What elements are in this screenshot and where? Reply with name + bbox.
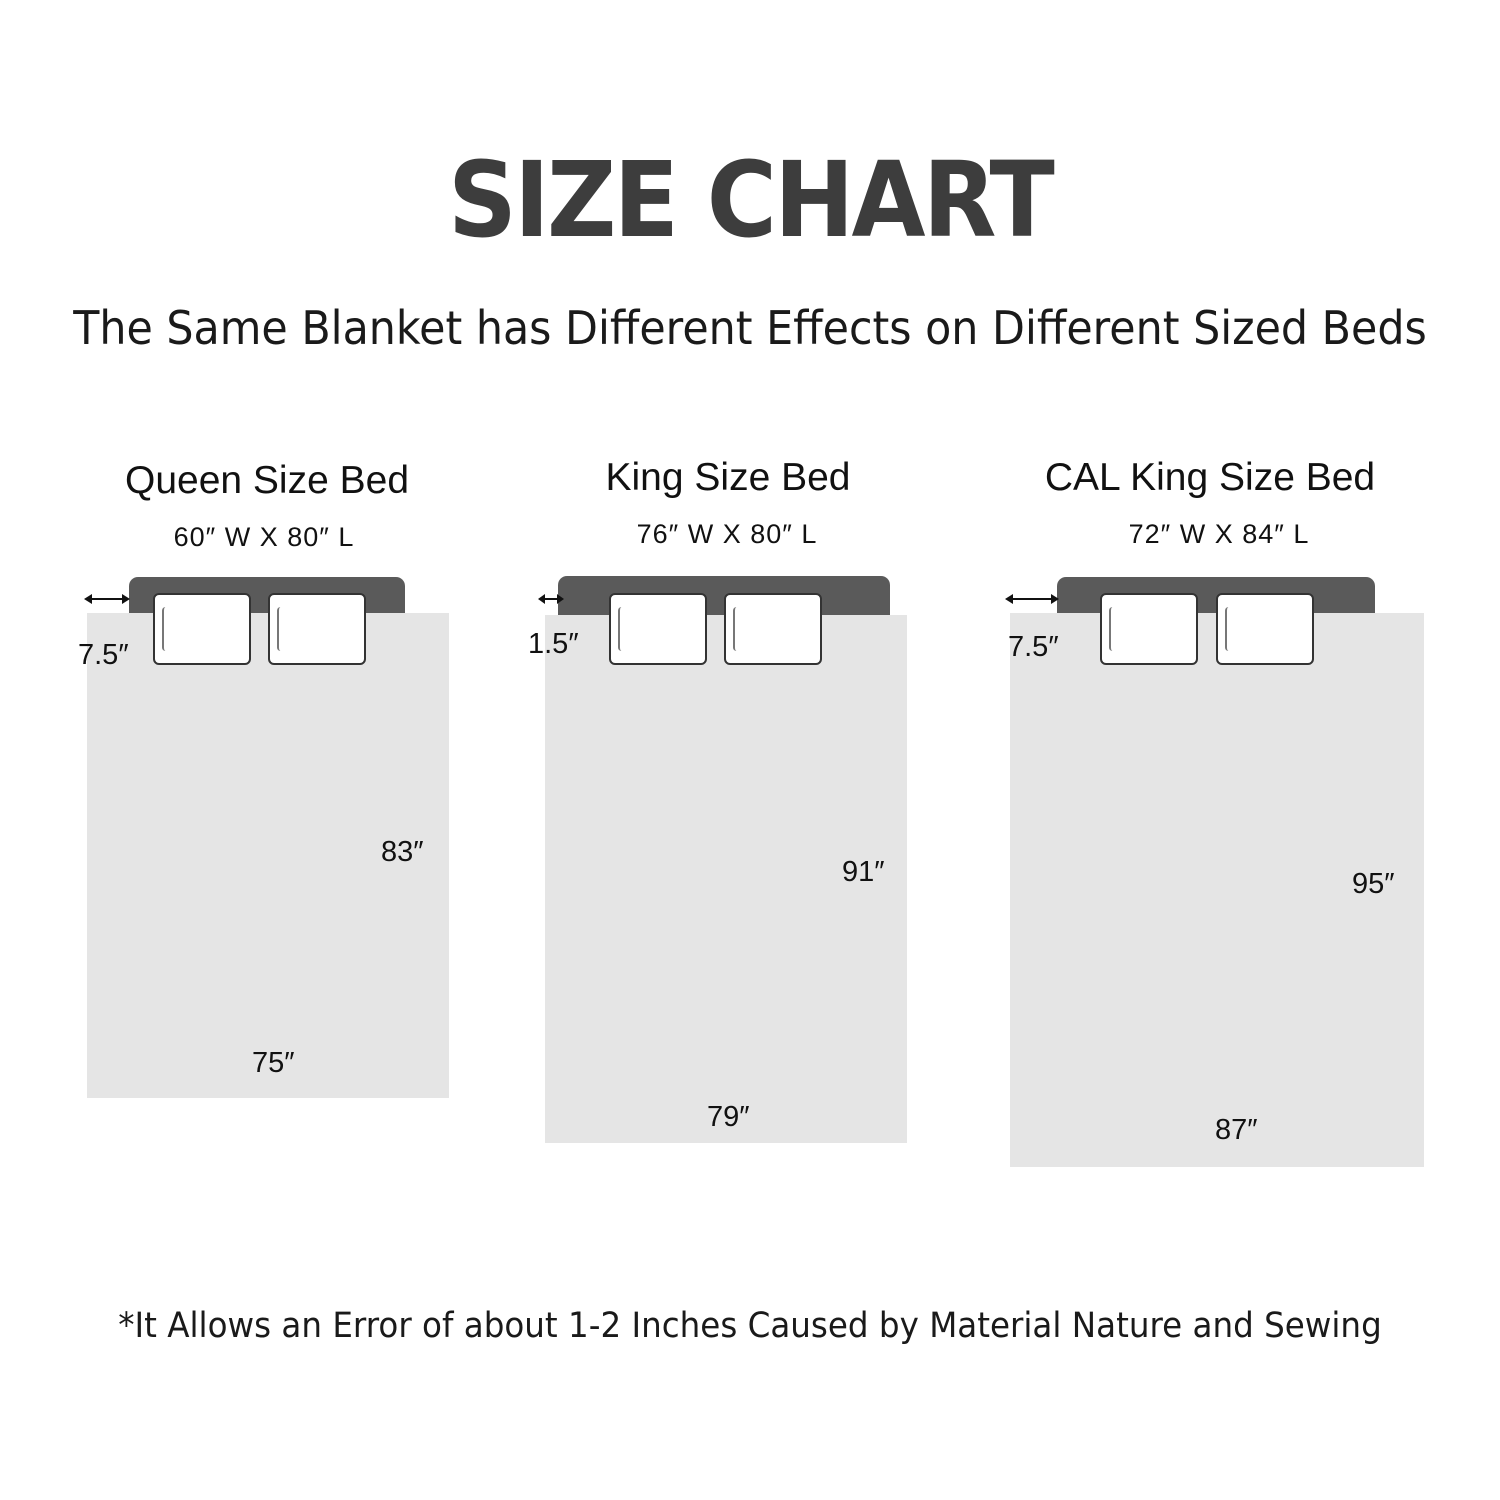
pillow-icon bbox=[1216, 593, 1314, 665]
blanket-length-label: 91″ bbox=[842, 856, 885, 888]
pillow-icon bbox=[1100, 593, 1198, 665]
blanket bbox=[545, 615, 907, 1143]
bed-name: CAL King Size Bed bbox=[1044, 456, 1376, 499]
blanket-length-label: 95″ bbox=[1352, 868, 1395, 900]
overhang-label: 7.5″ bbox=[78, 639, 129, 671]
bed-dimensions: 60″ W X 80″ L bbox=[173, 522, 355, 552]
footnote: *It Allows an Error of about 1-2 Inches … bbox=[118, 1306, 1382, 1346]
pillow-icon bbox=[724, 593, 822, 665]
chart-subtitle: The Same Blanket has Different Effects o… bbox=[73, 301, 1427, 355]
overhang-label: 7.5″ bbox=[1008, 631, 1059, 663]
blanket-length-label: 83″ bbox=[381, 836, 424, 868]
chart-title: SIZE CHART bbox=[448, 139, 1055, 261]
bed-dimensions: 72″ W X 84″ L bbox=[1128, 519, 1310, 549]
overhang-arrow-icon bbox=[84, 591, 130, 607]
blanket bbox=[87, 613, 449, 1098]
blanket-width-label: 87″ bbox=[1215, 1114, 1258, 1146]
blanket-width-label: 75″ bbox=[252, 1047, 295, 1079]
pillow-icon bbox=[609, 593, 707, 665]
overhang-label: 1.5″ bbox=[528, 628, 579, 660]
pillow-icon bbox=[268, 593, 366, 665]
overhang-arrow-icon bbox=[1005, 591, 1059, 607]
bed-name: Queen Size Bed bbox=[124, 459, 410, 502]
overhang-arrow-icon bbox=[538, 591, 564, 607]
blanket-width-label: 79″ bbox=[707, 1101, 750, 1133]
bed-name: King Size Bed bbox=[605, 456, 851, 499]
pillow-icon bbox=[153, 593, 251, 665]
blanket bbox=[1010, 613, 1424, 1167]
bed-dimensions: 76″ W X 80″ L bbox=[636, 519, 818, 549]
